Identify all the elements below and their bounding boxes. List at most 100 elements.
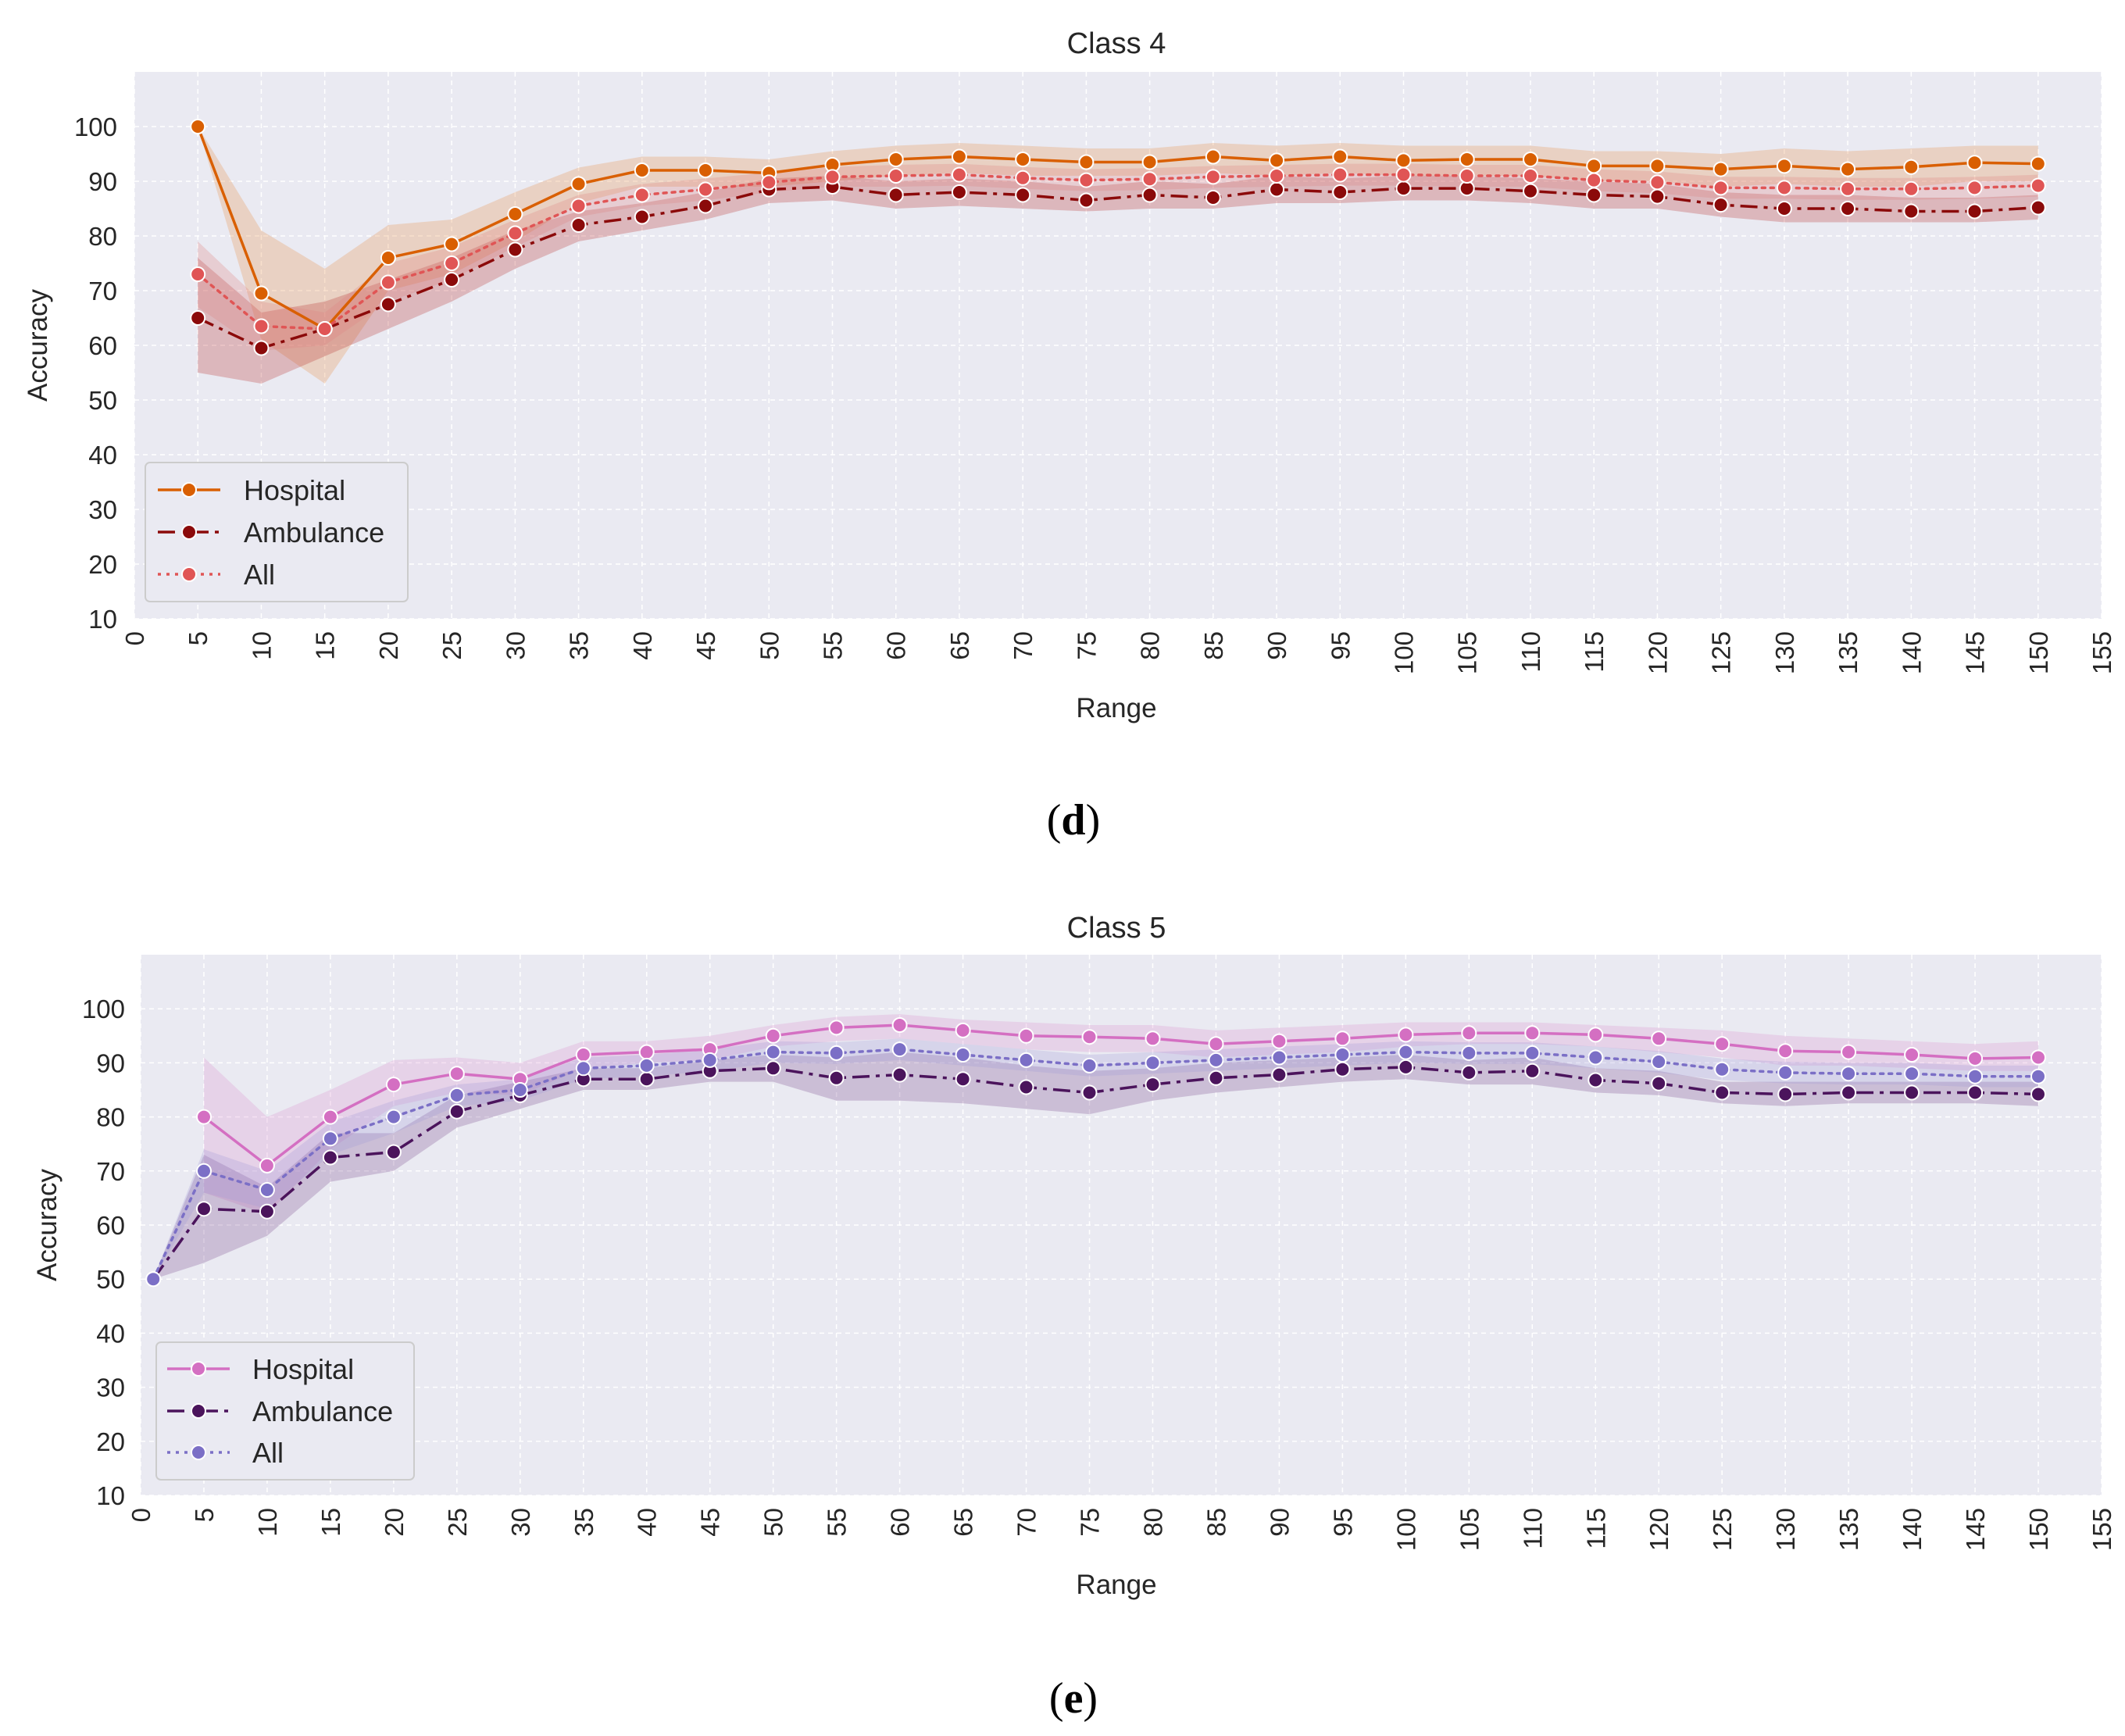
panel-label: (d) <box>1047 796 1100 845</box>
data-point-all <box>1332 166 1348 183</box>
chart-title: Class 5 <box>1067 912 1166 945</box>
data-point-all <box>1459 168 1475 184</box>
data-point-all <box>1271 1049 1288 1066</box>
data-point-hospital <box>380 250 396 266</box>
x-tick-label: 95 <box>1326 631 1355 660</box>
data-point-hospital <box>1081 1029 1098 1045</box>
data-point-hospital <box>888 152 904 167</box>
data-point-ambulance <box>1332 184 1348 200</box>
x-tick-label: 120 <box>1645 1508 1673 1551</box>
x-tick-label: 100 <box>1391 1508 1420 1551</box>
legend-label: Ambulance <box>244 516 384 548</box>
data-point-hospital <box>1586 158 1602 174</box>
data-point-ambulance <box>196 1201 212 1217</box>
data-point-all <box>1651 1054 1667 1070</box>
data-point-hospital <box>322 1109 338 1125</box>
chart-class-5: Class 5 10 20 30 40 50 60 70 80 90 100 0 5 10 15 20 25… <box>32 912 2116 1723</box>
data-point-hospital <box>765 1027 781 1044</box>
x-tick-label: 35 <box>570 1508 598 1537</box>
x-tick-label: 20 <box>380 1508 409 1537</box>
x-tick-label: 85 <box>1202 1508 1230 1537</box>
data-point-all <box>951 166 967 183</box>
y-tick-label: 10 <box>96 1481 125 1510</box>
x-tick-label: 110 <box>1516 631 1545 673</box>
legend-label: Ambulance <box>252 1395 393 1427</box>
data-point-all <box>190 266 206 282</box>
x-tick-label: 155 <box>2088 1508 2116 1551</box>
data-point-hospital <box>1269 152 1285 169</box>
data-point-all <box>1903 180 1920 197</box>
data-point-all <box>1840 180 1856 197</box>
data-point-ambulance <box>1395 180 1412 197</box>
x-tick-label: 130 <box>1771 1508 1800 1551</box>
x-tick-label: 135 <box>1834 631 1862 674</box>
x-tick-label: 5 <box>190 1508 219 1522</box>
data-point-all <box>1334 1047 1351 1063</box>
data-point-ambulance <box>1649 188 1666 205</box>
legend-marker <box>181 524 197 540</box>
data-point-all <box>765 1044 781 1060</box>
x-tick-label: 80 <box>1138 1508 1167 1537</box>
x-tick-label: 35 <box>565 631 594 660</box>
x-tick-label: 50 <box>755 631 784 660</box>
x-tick-label: 125 <box>1707 631 1736 674</box>
data-point-all <box>1776 180 1792 196</box>
data-point-ambulance <box>888 187 904 203</box>
x-tick-label: 90 <box>1262 631 1291 660</box>
y-tick-label: 60 <box>88 331 117 360</box>
y-axis-label: Accuracy <box>32 1169 62 1281</box>
x-tick-label: 15 <box>316 1508 345 1537</box>
data-point-ambulance <box>1081 1084 1098 1101</box>
data-point-all <box>322 1131 338 1147</box>
x-tick-label: 60 <box>886 1508 915 1537</box>
data-point-hospital <box>828 1020 845 1036</box>
data-point-ambulance <box>2030 199 2046 216</box>
data-point-ambulance <box>634 209 650 225</box>
data-point-all <box>1398 1044 1414 1060</box>
data-point-ambulance <box>1015 187 1031 203</box>
data-point-ambulance <box>1904 1084 1920 1101</box>
data-point-ambulance <box>1586 187 1602 203</box>
data-point-all <box>1269 168 1285 184</box>
y-axis-label: Accuracy <box>23 289 53 402</box>
data-point-all <box>888 168 904 184</box>
panel-letter: e <box>1064 1674 1084 1723</box>
data-point-all <box>824 169 841 185</box>
data-point-all <box>507 225 523 241</box>
x-tick-label: 70 <box>1009 631 1038 660</box>
x-tick-label: 105 <box>1455 1508 1484 1551</box>
series-lines <box>196 126 2040 350</box>
y-tick-label: 90 <box>96 1048 125 1077</box>
y-tick-label: 30 <box>96 1373 125 1402</box>
data-point-all <box>1523 168 1538 184</box>
series-markers <box>145 1017 2046 1288</box>
data-point-all <box>316 321 333 337</box>
data-point-ambulance <box>253 340 270 356</box>
data-point-all <box>891 1041 908 1058</box>
legend-marker <box>181 566 197 582</box>
x-tick-label: 10 <box>253 1508 282 1537</box>
x-tick-label: 40 <box>628 631 657 660</box>
x-tick-label: 20 <box>374 631 403 660</box>
data-point-hospital <box>259 1157 275 1173</box>
data-point-all <box>1649 174 1666 191</box>
y-tick-labels: 10 20 30 40 50 60 70 80 90 100 <box>82 995 125 1510</box>
legend: Hospital Ambulance All <box>145 462 409 602</box>
data-point-hospital <box>1523 152 1538 167</box>
data-point-all <box>1081 1057 1098 1073</box>
data-point-hospital <box>951 148 967 165</box>
data-point-hospital <box>1903 159 1920 175</box>
data-point-all <box>1777 1064 1794 1081</box>
data-point-ambulance <box>507 241 523 258</box>
data-point-ambulance <box>1903 203 1920 220</box>
data-point-hospital <box>1398 1027 1414 1043</box>
y-tick-label: 80 <box>88 222 117 251</box>
legend-marker <box>191 1445 206 1460</box>
x-tick-label: 125 <box>1708 1508 1737 1551</box>
data-point-ambulance <box>951 184 967 200</box>
data-point-ambulance <box>385 1144 402 1160</box>
x-tick-label: 85 <box>1199 631 1228 660</box>
data-point-ambulance <box>1777 1086 1794 1102</box>
data-point-ambulance <box>1141 187 1158 203</box>
